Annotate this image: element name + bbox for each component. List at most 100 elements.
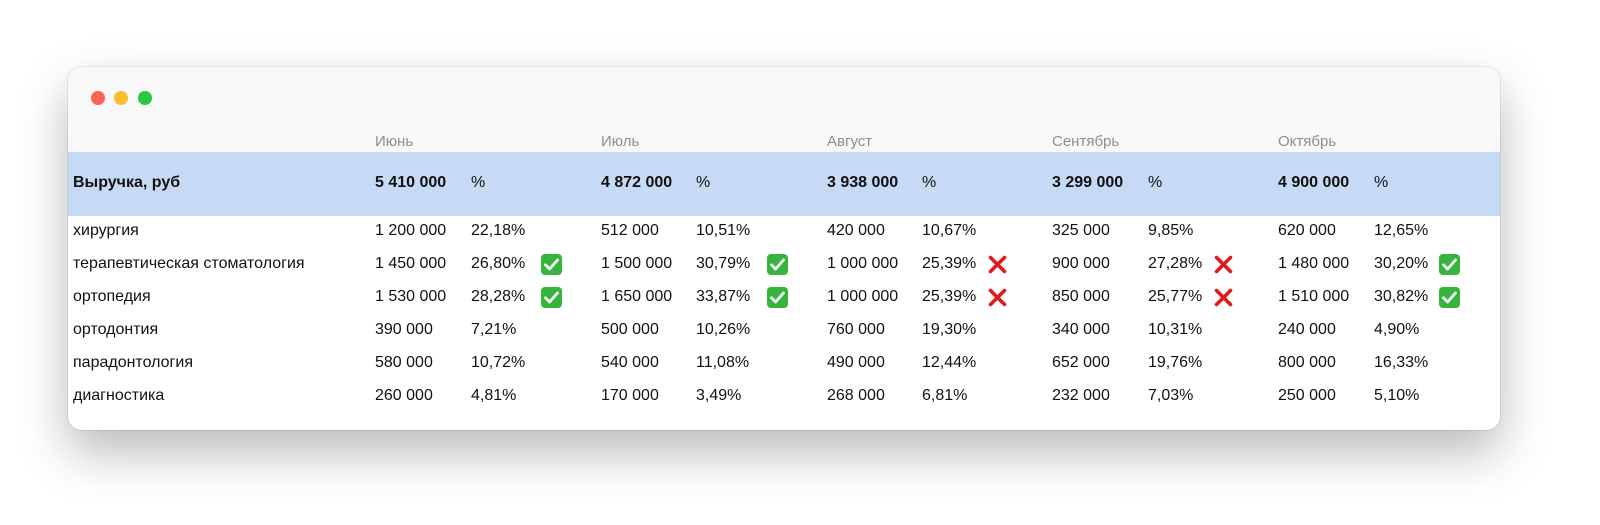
- cell-percent: 27,28%: [1148, 255, 1203, 272]
- category-label: терапевтическая стоматология: [73, 255, 305, 272]
- revenue-table: Июнь Июль Август Сентябрь Октябрь Выручка, р…: [68, 127, 1500, 425]
- cell-percent: 10,31%: [1148, 321, 1203, 338]
- cell-percent: 7,03%: [1148, 387, 1194, 404]
- cell-percent: 33,87%: [696, 288, 751, 305]
- cell-value: 1 650 000: [601, 288, 673, 305]
- table-row: терапевтическая стоматология 1 450 000 26,…: [68, 249, 1500, 282]
- cell-value: 240 000: [1278, 321, 1336, 338]
- minimize-window-button[interactable]: [114, 91, 128, 105]
- cell-value: 390 000: [375, 321, 433, 338]
- percent-column-header: %: [1374, 174, 1389, 191]
- cross-mark-icon: [987, 287, 1008, 308]
- close-window-button[interactable]: [91, 91, 105, 105]
- cell-percent: 10,67%: [922, 222, 977, 239]
- cell-value: 1 000 000: [827, 288, 899, 305]
- cell-percent: 9,85%: [1148, 222, 1194, 239]
- cell-value: 420 000: [827, 222, 885, 239]
- check-mark-icon: [1439, 254, 1460, 275]
- category-label: парадонтология: [73, 354, 193, 371]
- check-mark-icon: [767, 254, 788, 275]
- cell-percent: 16,33%: [1374, 354, 1429, 371]
- revenue-label: Выручка, руб: [73, 174, 181, 191]
- cell-value: 580 000: [375, 354, 433, 371]
- revenue-total-value: 4 872 000: [601, 174, 673, 191]
- cell-value: 232 000: [1052, 387, 1110, 404]
- cell-percent: 26,80%: [471, 255, 526, 272]
- cell-value: 900 000: [1052, 255, 1110, 272]
- cell-value: 540 000: [601, 354, 659, 371]
- table-row: парадонтология 580 000 10,72% 540 000 11,08%…: [68, 348, 1500, 381]
- month-header: Октябрь: [1278, 133, 1337, 150]
- cell-value: 652 000: [1052, 354, 1110, 371]
- cell-value: 170 000: [601, 387, 659, 404]
- check-mark-icon: [767, 287, 788, 308]
- cell-percent: 6,81%: [922, 387, 968, 404]
- category-label: диагностика: [73, 387, 165, 404]
- app-window: Июнь Июль Август Сентябрь Октябрь Выручка, р…: [68, 67, 1500, 430]
- percent-column-header: %: [922, 174, 937, 191]
- revenue-total-value: 3 938 000: [827, 174, 899, 191]
- cell-percent: 10,72%: [471, 354, 526, 371]
- category-label: хирургия: [73, 222, 139, 239]
- check-mark-icon: [1439, 287, 1460, 308]
- cell-percent: 25,39%: [922, 288, 977, 305]
- table-row: ортопедия 1 530 000 28,28% 1 650 000 33,87% 1…: [68, 282, 1500, 315]
- cell-percent: 30,79%: [696, 255, 751, 272]
- cell-value: 1 450 000: [375, 255, 447, 272]
- cell-percent: 25,77%: [1148, 288, 1203, 305]
- cell-percent: 30,82%: [1374, 288, 1429, 305]
- category-label: ортодонтия: [73, 321, 159, 338]
- cell-percent: 3,49%: [696, 387, 742, 404]
- cell-percent: 19,76%: [1148, 354, 1203, 371]
- percent-column-header: %: [471, 174, 486, 191]
- cell-value: 1 530 000: [375, 288, 447, 305]
- cell-percent: 11,08%: [696, 354, 750, 371]
- cell-percent: 7,21%: [471, 321, 517, 338]
- cell-percent: 25,39%: [922, 255, 977, 272]
- cell-percent: 22,18%: [471, 222, 526, 239]
- table-row: диагностика 260 000 4,81% 170 000 3,49% 268 0…: [68, 381, 1500, 425]
- cell-value: 260 000: [375, 387, 433, 404]
- cross-mark-icon: [1213, 254, 1234, 275]
- cell-value: 1 480 000: [1278, 255, 1350, 272]
- month-header: Сентябрь: [1052, 133, 1120, 150]
- table-row: хирургия 1 200 000 22,18% 512 000 10,51% 420 …: [68, 216, 1500, 249]
- cell-value: 760 000: [827, 321, 885, 338]
- cell-value: 1 500 000: [601, 255, 673, 272]
- cross-mark-icon: [1213, 287, 1234, 308]
- percent-column-header: %: [1148, 174, 1163, 191]
- table-body: хирургия 1 200 000 22,18% 512 000 10,51% 420 …: [68, 216, 1500, 425]
- cell-value: 268 000: [827, 387, 885, 404]
- maximize-window-button[interactable]: [138, 91, 152, 105]
- cell-value: 850 000: [1052, 288, 1110, 305]
- cell-percent: 28,28%: [471, 288, 526, 305]
- cell-value: 325 000: [1052, 222, 1110, 239]
- table-row: ортодонтия 390 000 7,21% 500 000 10,26% 760 0…: [68, 315, 1500, 348]
- cell-percent: 12,44%: [922, 354, 977, 371]
- cell-value: 490 000: [827, 354, 885, 371]
- check-mark-icon: [541, 287, 562, 308]
- cell-percent: 12,65%: [1374, 222, 1429, 239]
- cell-percent: 10,26%: [696, 321, 751, 338]
- month-header-row: Июнь Июль Август Сентябрь Октябрь: [68, 127, 1500, 152]
- cell-value: 800 000: [1278, 354, 1336, 371]
- cell-value: 340 000: [1052, 321, 1110, 338]
- revenue-total-row: Выручка, руб 5 410 000% 4 872 000% 3 938 0…: [68, 152, 1500, 216]
- cross-mark-icon: [987, 254, 1008, 275]
- cell-percent: 4,90%: [1374, 321, 1420, 338]
- month-header: Июнь: [375, 133, 414, 150]
- category-label: ортопедия: [73, 288, 151, 305]
- cell-percent: 4,81%: [471, 387, 517, 404]
- cell-value: 250 000: [1278, 387, 1336, 404]
- cell-percent: 5,10%: [1374, 387, 1420, 404]
- cell-value: 512 000: [601, 222, 659, 239]
- revenue-total-value: 3 299 000: [1052, 174, 1124, 191]
- cell-percent: 10,51%: [696, 222, 751, 239]
- cell-value: 500 000: [601, 321, 659, 338]
- cell-percent: 19,30%: [922, 321, 977, 338]
- revenue-total-value: 5 410 000: [375, 174, 447, 191]
- revenue-total-value: 4 900 000: [1278, 174, 1350, 191]
- cell-value: 1 000 000: [827, 255, 899, 272]
- cell-value: 1 510 000: [1278, 288, 1350, 305]
- check-mark-icon: [541, 254, 562, 275]
